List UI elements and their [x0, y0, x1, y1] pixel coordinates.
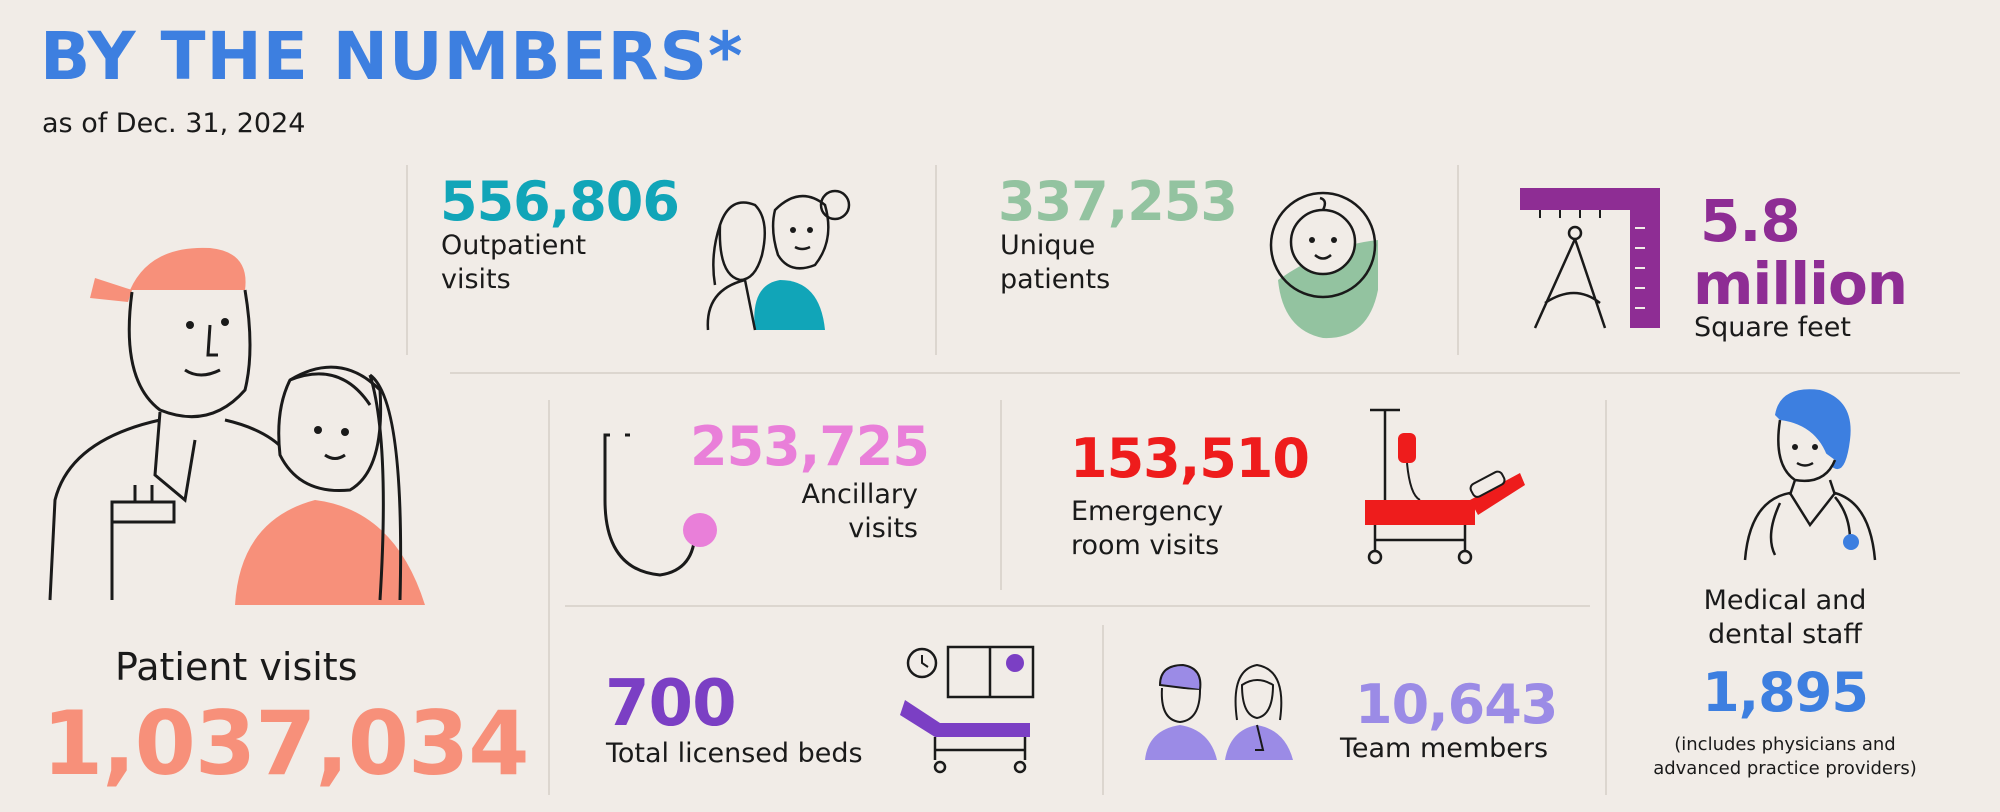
outpatient-label-2: visits	[441, 264, 511, 295]
divider-h-2	[565, 605, 1590, 607]
staff-value: 1,895	[1702, 661, 1869, 724]
page-title: BY THE NUMBERS*	[40, 18, 744, 95]
patient-visits-label: Patient visits	[115, 645, 358, 689]
divider-v-1	[406, 165, 408, 355]
divider-v-7	[1102, 625, 1104, 795]
unique-value: 337,253	[998, 170, 1238, 233]
emergency-label-2: room visits	[1071, 530, 1220, 561]
beds-value: 700	[605, 667, 737, 741]
staff-label-1: Medical and	[1703, 585, 1867, 616]
patient-visits-value: 1,037,034	[42, 692, 529, 795]
outpatient-label-1: Outpatient	[441, 230, 587, 261]
emergency-label-1: Emergency	[1071, 496, 1224, 527]
page-subtitle: as of Dec. 31, 2024	[42, 108, 306, 139]
unique-label-1: Unique	[1000, 230, 1096, 261]
divider-v-6	[1605, 400, 1607, 795]
two-women-icon	[706, 189, 851, 331]
ancillary-label-2: visits	[848, 513, 918, 544]
divider-v-5	[1000, 400, 1002, 590]
square-feet-value-1: 5.8	[1700, 187, 1801, 255]
emergency-value: 153,510	[1070, 427, 1310, 490]
square-feet-value-2: million	[1693, 250, 1908, 318]
divider-v-3	[1457, 165, 1459, 355]
swaddled-baby-icon	[1269, 191, 1378, 339]
ruler-compass-icon	[1520, 188, 1660, 329]
staff-label-2: dental staff	[1708, 619, 1862, 650]
team-label: Team members	[1340, 733, 1549, 764]
ancillary-value: 253,725	[690, 415, 930, 478]
stethoscope-icon	[603, 433, 717, 577]
hospital-gurney-iv-icon	[1365, 408, 1525, 565]
patient-and-nurse-icon	[48, 247, 425, 605]
divider-v-4	[548, 400, 550, 795]
team-value: 10,643	[1355, 673, 1558, 736]
divider-h-1	[450, 372, 1960, 374]
beds-label: Total licensed beds	[606, 738, 863, 769]
staff-note-2: advanced practice providers)	[1653, 758, 1917, 779]
ancillary-label-1: Ancillary	[801, 479, 918, 510]
surgeon-icon	[1743, 389, 1877, 561]
unique-label-2: patients	[1000, 264, 1111, 295]
staff-note-1: (includes physicians and	[1674, 734, 1896, 755]
square-feet-label: Square feet	[1694, 312, 1851, 343]
hospital-bed-icon	[900, 645, 1035, 774]
outpatient-value: 556,806	[440, 170, 680, 233]
divider-v-2	[935, 165, 937, 355]
two-caregivers-icon	[1145, 663, 1293, 760]
